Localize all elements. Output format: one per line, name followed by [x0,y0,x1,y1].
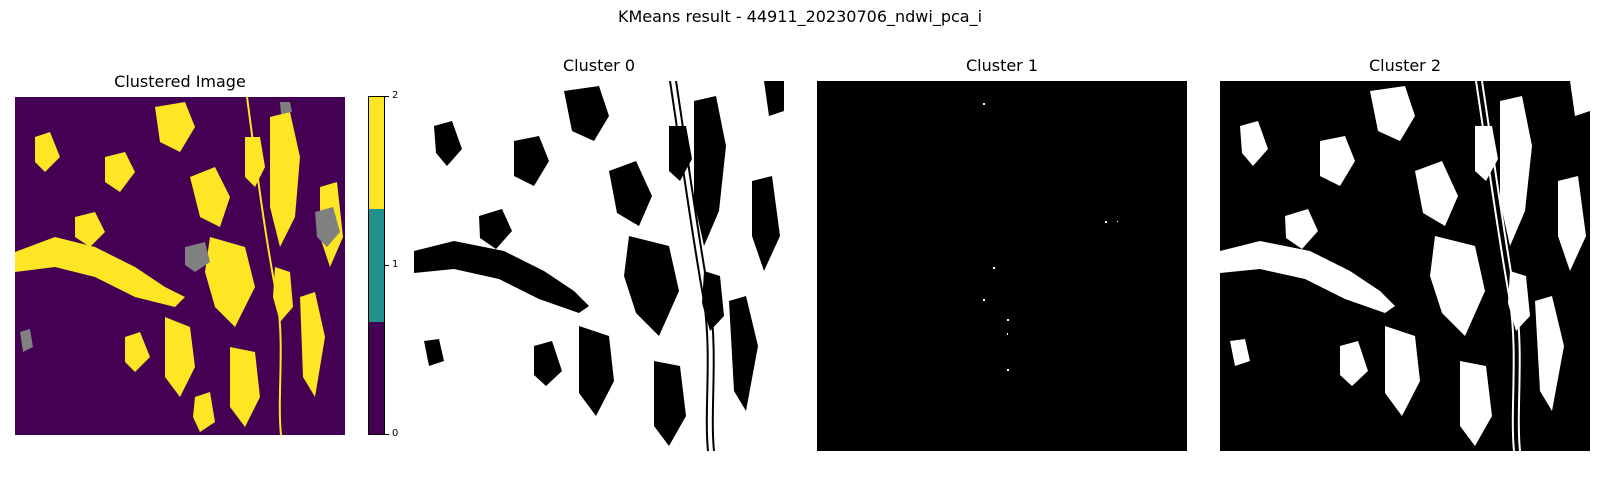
cluster-2-mask [1220,81,1590,451]
cluster-1-mask [817,81,1187,451]
figure-title: KMeans result - 44911_20230706_ndwi_pca_… [617,7,983,26]
cluster-0-raster [414,81,784,451]
colorbar-tick-1 [385,265,389,266]
colorbar-label-1: 1 [392,259,399,270]
cluster-0-mask [414,81,784,451]
colorbar-tick-2 [385,96,389,97]
cluster-0-title: Cluster 0 [562,56,636,75]
cluster-2-title: Cluster 2 [1368,56,1442,75]
cluster-1-raster [817,81,1187,451]
colorbar-segment-1 [369,209,384,322]
colorbar-segment-0 [369,321,384,434]
clustered-image-title: Clustered Image [114,72,246,91]
cluster-1-title: Cluster 1 [965,56,1039,75]
cluster-2-raster [1220,81,1590,451]
colorbar-tick-0 [385,434,389,435]
colorbar [368,96,385,435]
clustered-image [15,97,345,435]
colorbar-label-0: 0 [392,428,399,439]
colorbar-segment-2 [369,97,384,210]
colorbar-label-2: 2 [392,90,399,101]
clustered-image-raster [15,97,345,435]
